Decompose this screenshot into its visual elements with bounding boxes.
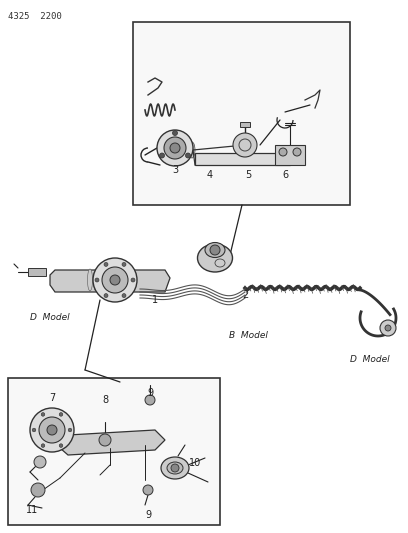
Ellipse shape [179, 142, 185, 158]
Text: B  Model: B Model [228, 330, 267, 340]
Text: 4: 4 [207, 170, 213, 180]
Text: 7: 7 [49, 393, 55, 403]
Circle shape [104, 262, 108, 266]
Circle shape [39, 417, 65, 443]
Bar [275, 145, 305, 165]
Bar [8, 378, 220, 525]
Text: 2: 2 [242, 290, 248, 300]
Circle shape [173, 131, 177, 135]
Circle shape [210, 245, 220, 255]
Circle shape [59, 413, 63, 416]
Text: 3: 3 [172, 165, 178, 175]
Circle shape [47, 425, 57, 435]
Text: 6: 6 [282, 170, 288, 180]
Ellipse shape [167, 462, 183, 474]
Ellipse shape [174, 142, 180, 158]
Circle shape [233, 133, 257, 157]
Circle shape [59, 444, 63, 447]
Text: D  Model: D Model [350, 356, 390, 365]
Text: 4325  2200: 4325 2200 [8, 12, 62, 21]
Circle shape [279, 148, 287, 156]
Ellipse shape [164, 142, 170, 158]
Text: 10: 10 [189, 458, 201, 468]
Ellipse shape [124, 269, 129, 291]
Ellipse shape [100, 269, 104, 291]
Circle shape [293, 148, 301, 156]
Ellipse shape [111, 269, 117, 291]
Bar [195, 153, 290, 165]
Circle shape [186, 153, 191, 158]
Ellipse shape [205, 243, 225, 257]
Bar [28, 268, 46, 276]
Circle shape [31, 483, 45, 497]
Circle shape [41, 413, 45, 416]
Circle shape [164, 137, 186, 159]
Text: 5: 5 [245, 170, 251, 180]
Text: 9: 9 [145, 510, 151, 520]
Polygon shape [50, 270, 170, 292]
Circle shape [99, 434, 111, 446]
Ellipse shape [87, 269, 93, 291]
Circle shape [110, 275, 120, 285]
Text: D  Model: D Model [30, 313, 70, 322]
Circle shape [95, 278, 99, 282]
Ellipse shape [106, 269, 111, 291]
Circle shape [380, 320, 396, 336]
Text: 9: 9 [147, 388, 153, 398]
Circle shape [170, 143, 180, 153]
Ellipse shape [118, 269, 122, 291]
Bar [133, 22, 350, 205]
Ellipse shape [93, 269, 98, 291]
Circle shape [122, 262, 126, 266]
Ellipse shape [184, 142, 190, 158]
Circle shape [171, 464, 179, 472]
Circle shape [122, 294, 126, 297]
Circle shape [131, 278, 135, 282]
Text: 11: 11 [26, 505, 38, 515]
Ellipse shape [161, 457, 189, 479]
Polygon shape [60, 430, 165, 455]
Ellipse shape [169, 142, 175, 158]
Circle shape [32, 428, 36, 432]
Circle shape [102, 267, 128, 293]
Circle shape [160, 153, 164, 158]
Circle shape [93, 258, 137, 302]
Bar [240, 122, 250, 127]
Circle shape [145, 395, 155, 405]
Circle shape [68, 428, 72, 432]
Text: 1: 1 [152, 295, 158, 305]
Circle shape [385, 325, 391, 331]
Circle shape [104, 294, 108, 297]
Circle shape [157, 130, 193, 166]
Circle shape [143, 485, 153, 495]
Ellipse shape [197, 244, 233, 272]
Circle shape [41, 444, 45, 447]
Circle shape [34, 456, 46, 468]
Ellipse shape [189, 142, 195, 158]
Circle shape [30, 408, 74, 452]
Text: 8: 8 [102, 395, 108, 405]
